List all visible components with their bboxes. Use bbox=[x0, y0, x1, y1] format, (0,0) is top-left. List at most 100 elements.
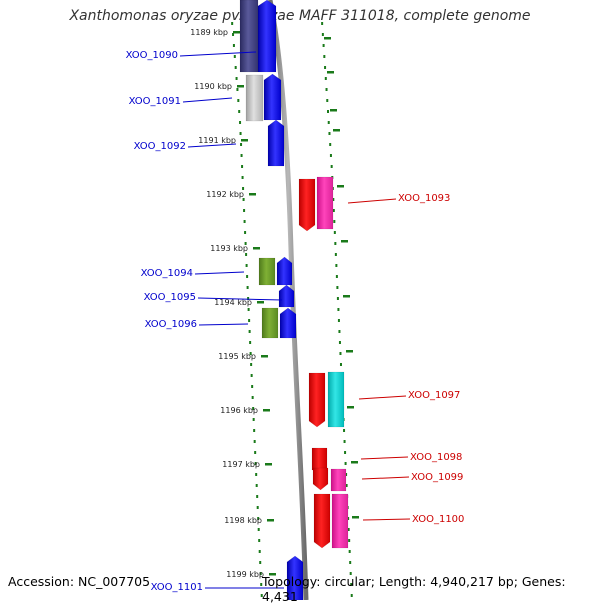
guide-dot bbox=[239, 132, 242, 135]
guide-dot bbox=[343, 440, 346, 443]
tick-label: 1192 kbp bbox=[206, 190, 244, 199]
guide-dot bbox=[254, 462, 257, 465]
feature-xoo-1099-pink[interactable] bbox=[330, 468, 347, 492]
gene-xoo-1091-fwd[interactable] bbox=[263, 73, 282, 121]
gene-xoo-1100-rev[interactable] bbox=[313, 493, 331, 549]
guide-dot bbox=[333, 220, 336, 223]
guide-dot bbox=[245, 264, 248, 267]
tick-label: 1197 kbp bbox=[222, 460, 260, 469]
guide-dot bbox=[345, 484, 348, 487]
gene-label-text: XOO_1096 bbox=[145, 319, 197, 330]
guide-dot bbox=[236, 88, 239, 91]
tick-mark bbox=[347, 406, 354, 409]
tick-mark bbox=[269, 573, 276, 576]
tick-11: 1199 kbp bbox=[226, 570, 276, 579]
gene-label-xoo-1096[interactable]: XOO_1096 bbox=[145, 319, 249, 330]
gene-xoo-1097-rev[interactable] bbox=[308, 372, 326, 428]
tick-7: 1195 kbp bbox=[218, 352, 268, 361]
gene-xoo-1093-rev[interactable] bbox=[298, 178, 316, 232]
tick-mark bbox=[343, 295, 350, 298]
gene-xoo-1099-rev[interactable] bbox=[312, 467, 329, 491]
tick-label: 1196 kbp bbox=[220, 406, 258, 415]
guide-dot bbox=[231, 22, 234, 25]
tick-mark bbox=[330, 109, 337, 112]
gene-label-leader bbox=[347, 198, 397, 204]
gene-label-xoo-1097[interactable]: XOO_1097 bbox=[358, 390, 460, 401]
gene-label-xoo-1098[interactable]: XOO_1098 bbox=[360, 452, 462, 463]
tick-mark bbox=[253, 247, 260, 250]
gene-xoo-1096-fwd[interactable] bbox=[279, 307, 297, 339]
guide-dot bbox=[343, 429, 346, 432]
gene-label-text: XOO_1091 bbox=[129, 96, 181, 107]
guide-dot bbox=[237, 99, 240, 102]
guide-dot bbox=[347, 528, 350, 531]
guide-dot bbox=[233, 55, 236, 58]
gene-label-leader bbox=[182, 97, 233, 103]
tick-8: 1196 kbp bbox=[220, 406, 270, 415]
gene-xoo-1095-fwd[interactable] bbox=[278, 284, 295, 308]
tick-9: 1197 kbp bbox=[222, 460, 272, 469]
guide-dot bbox=[255, 484, 258, 487]
guide-dot bbox=[330, 165, 333, 168]
gene-label-xoo-1094[interactable]: XOO_1094 bbox=[141, 268, 245, 279]
tick-2: 1190 kbp bbox=[194, 82, 244, 91]
feature-xoo-1094-olive[interactable] bbox=[258, 257, 276, 286]
gene-label-leader bbox=[179, 51, 257, 57]
gene-label-text: XOO_1090 bbox=[126, 50, 178, 61]
guide-dot bbox=[344, 451, 347, 454]
feature-xoo-1090-navy[interactable] bbox=[239, 0, 259, 73]
gene-xoo-1098-rev[interactable] bbox=[311, 447, 328, 471]
guide-dot bbox=[338, 341, 341, 344]
guide-dot bbox=[260, 594, 263, 597]
guide-dot bbox=[344, 462, 347, 465]
guide-dot bbox=[260, 583, 263, 586]
gene-label-xoo-1095[interactable]: XOO_1095 bbox=[144, 292, 283, 303]
guide-dot bbox=[252, 418, 255, 421]
guide-dot bbox=[253, 440, 256, 443]
gene-xoo-1092-fwd[interactable] bbox=[267, 119, 285, 167]
guide-dot bbox=[347, 517, 350, 520]
tick-mark bbox=[346, 350, 353, 353]
gene-label-xoo-1092[interactable]: XOO_1092 bbox=[134, 141, 237, 152]
gene-label-xoo-1091[interactable]: XOO_1091 bbox=[129, 96, 233, 107]
guide-dot bbox=[256, 506, 259, 509]
gene-label-leader bbox=[362, 518, 411, 521]
gene-label-xoo-1099[interactable]: XOO_1099 bbox=[361, 472, 463, 483]
accession-text: Accession: NC_007705 bbox=[8, 574, 151, 589]
guide-dot bbox=[259, 561, 262, 564]
tick-mark bbox=[237, 85, 244, 88]
feature-xoo-1097-cyan[interactable] bbox=[327, 371, 345, 428]
gene-label-leader bbox=[197, 297, 283, 301]
feature-xoo-1093-pink[interactable] bbox=[316, 176, 334, 230]
feature-xoo-1091-gray[interactable] bbox=[245, 74, 264, 122]
gene-label-text: XOO_1092 bbox=[134, 141, 186, 152]
guide-dot bbox=[328, 132, 331, 135]
gene-label-xoo-1093[interactable]: XOO_1093 bbox=[347, 193, 450, 204]
guide-dot bbox=[248, 319, 251, 322]
guide-dot bbox=[336, 286, 339, 289]
gene-label-xoo-1090[interactable]: XOO_1090 bbox=[126, 50, 257, 61]
gene-label-leader bbox=[361, 476, 410, 480]
gene-label-leader bbox=[187, 143, 237, 148]
feature-xoo-1100-pink[interactable] bbox=[331, 493, 349, 549]
tick-mark bbox=[261, 355, 268, 358]
tick-label: 1195 kbp bbox=[218, 352, 256, 361]
gene-label-xoo-1100[interactable]: XOO_1100 bbox=[362, 514, 464, 525]
tick-mark bbox=[267, 519, 274, 522]
kbp-ticks: 1189 kbp 1190 kbp 1191 kbp 1192 kbp 1193 kbp… bbox=[190, 28, 359, 579]
gene-xoo-1101-fwd[interactable] bbox=[286, 555, 304, 600]
gene-label-text: XOO_1095 bbox=[144, 292, 196, 303]
guide-dot bbox=[349, 572, 352, 575]
guide-dot bbox=[252, 407, 255, 410]
feature-xoo-1096-olive[interactable] bbox=[261, 307, 279, 339]
tick-mark bbox=[265, 463, 272, 466]
gene-xoo-1090-fwd[interactable] bbox=[257, 0, 277, 73]
gene-xoo-1094-fwd[interactable] bbox=[276, 256, 293, 286]
gene-label-xoo-1101[interactable]: XOO_1101 bbox=[151, 582, 284, 593]
guide-dot bbox=[259, 572, 262, 575]
tick-mark bbox=[341, 240, 348, 243]
gene-label-leader bbox=[360, 456, 409, 460]
tick-mark bbox=[351, 461, 358, 464]
gene-label-leader bbox=[198, 323, 249, 326]
